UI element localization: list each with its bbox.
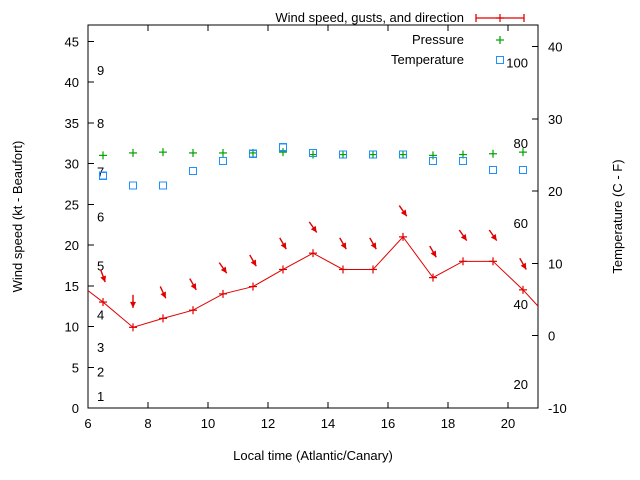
beaufort-label: 3 bbox=[97, 340, 104, 355]
y-tick-label-left: 15 bbox=[65, 279, 79, 294]
temperature-marker bbox=[518, 165, 528, 175]
x-tick-label: 14 bbox=[321, 416, 335, 431]
y-tick-label-right: 0 bbox=[548, 329, 555, 344]
y-axis-title-left: Wind speed (kt - Beaufort) bbox=[10, 141, 25, 293]
beaufort-label: 9 bbox=[97, 63, 104, 78]
wind-direction-arrowhead bbox=[280, 242, 287, 250]
beaufort-label: 8 bbox=[97, 116, 104, 131]
wind-direction-arrowhead bbox=[370, 242, 377, 250]
wind-direction-arrowhead bbox=[190, 283, 197, 290]
x-tick-label: 20 bbox=[501, 416, 515, 431]
x-tick-label: 16 bbox=[381, 416, 395, 431]
y-tick-label-left: 40 bbox=[65, 75, 79, 90]
temperature-marker bbox=[158, 181, 168, 190]
wind-direction-arrowhead bbox=[130, 301, 136, 308]
y-tick-label-left: 30 bbox=[65, 157, 79, 172]
wind-direction-arrowhead bbox=[520, 262, 527, 270]
temperature-marker bbox=[278, 143, 288, 152]
wind-direction-arrowhead bbox=[430, 250, 437, 258]
wind-direction-arrowhead bbox=[460, 234, 467, 241]
x-tick-label: 10 bbox=[201, 416, 215, 431]
wind-direction-arrowhead bbox=[160, 291, 166, 299]
temperature-marker bbox=[128, 181, 138, 190]
beaufort-label: 6 bbox=[97, 210, 104, 225]
temperature-marker bbox=[458, 156, 468, 166]
wind-direction-arrowhead bbox=[490, 234, 497, 241]
x-tick-label: 12 bbox=[261, 416, 275, 431]
temperature-marker bbox=[428, 156, 438, 166]
y-tick-label-right: 30 bbox=[548, 112, 562, 127]
wind-direction-arrowhead bbox=[340, 242, 347, 250]
beaufort-label: 5 bbox=[97, 258, 104, 273]
fahrenheit-label: 80 bbox=[514, 136, 528, 151]
x-tick-label: 6 bbox=[84, 416, 91, 431]
wind-direction-arrowhead bbox=[220, 266, 227, 274]
temperature-marker bbox=[218, 156, 228, 166]
y-tick-label-left: 35 bbox=[65, 116, 79, 131]
temperature-marker bbox=[398, 150, 408, 159]
beaufort-label: 2 bbox=[97, 364, 104, 379]
wind-direction-arrowhead bbox=[100, 275, 106, 283]
wind-direction-arrowhead bbox=[250, 259, 257, 267]
y-tick-label-right: 40 bbox=[548, 40, 562, 55]
legend-label-pressure: Pressure bbox=[412, 32, 464, 47]
y-tick-label-right: 10 bbox=[548, 256, 562, 271]
x-axis-title: Local time (Atlantic/Canary) bbox=[233, 448, 393, 463]
temperature-marker bbox=[98, 171, 108, 180]
beaufort-label: 1 bbox=[97, 389, 104, 404]
plot-frame bbox=[87, 24, 539, 409]
wind-direction-arrowhead bbox=[400, 209, 407, 217]
temperature-marker bbox=[308, 148, 318, 158]
legend-temperature-marker bbox=[495, 55, 505, 65]
fahrenheit-label: 100 bbox=[506, 56, 528, 71]
fahrenheit-label: 40 bbox=[514, 297, 528, 312]
y-tick-label-left: 10 bbox=[65, 320, 79, 335]
fahrenheit-label: 60 bbox=[514, 216, 528, 231]
y-tick-label-left: 0 bbox=[72, 401, 79, 416]
y-tick-label-left: 25 bbox=[65, 197, 79, 212]
temperature-marker bbox=[338, 150, 348, 159]
y-tick-label-left: 5 bbox=[72, 360, 79, 375]
legend-label-temperature: Temperature bbox=[391, 52, 464, 67]
x-tick-label: 18 bbox=[441, 416, 455, 431]
y-tick-label-right: 20 bbox=[548, 184, 562, 199]
y-axis-title-right: Temperature (C - F) bbox=[610, 159, 625, 273]
y-tick-label-right: -10 bbox=[548, 401, 567, 416]
beaufort-label: 4 bbox=[97, 307, 104, 322]
y-tick-label-left: 20 bbox=[65, 238, 79, 253]
y-tick-label-left: 45 bbox=[65, 34, 79, 49]
temperature-marker bbox=[248, 149, 258, 158]
wind-direction-arrowhead bbox=[310, 225, 317, 233]
x-tick-label: 8 bbox=[144, 416, 151, 431]
legend-label-wind: Wind speed, gusts, and direction bbox=[275, 10, 464, 25]
temperature-marker bbox=[488, 165, 498, 175]
temperature-marker bbox=[368, 150, 378, 159]
fahrenheit-label: 20 bbox=[514, 377, 528, 392]
temperature-marker bbox=[188, 166, 198, 175]
